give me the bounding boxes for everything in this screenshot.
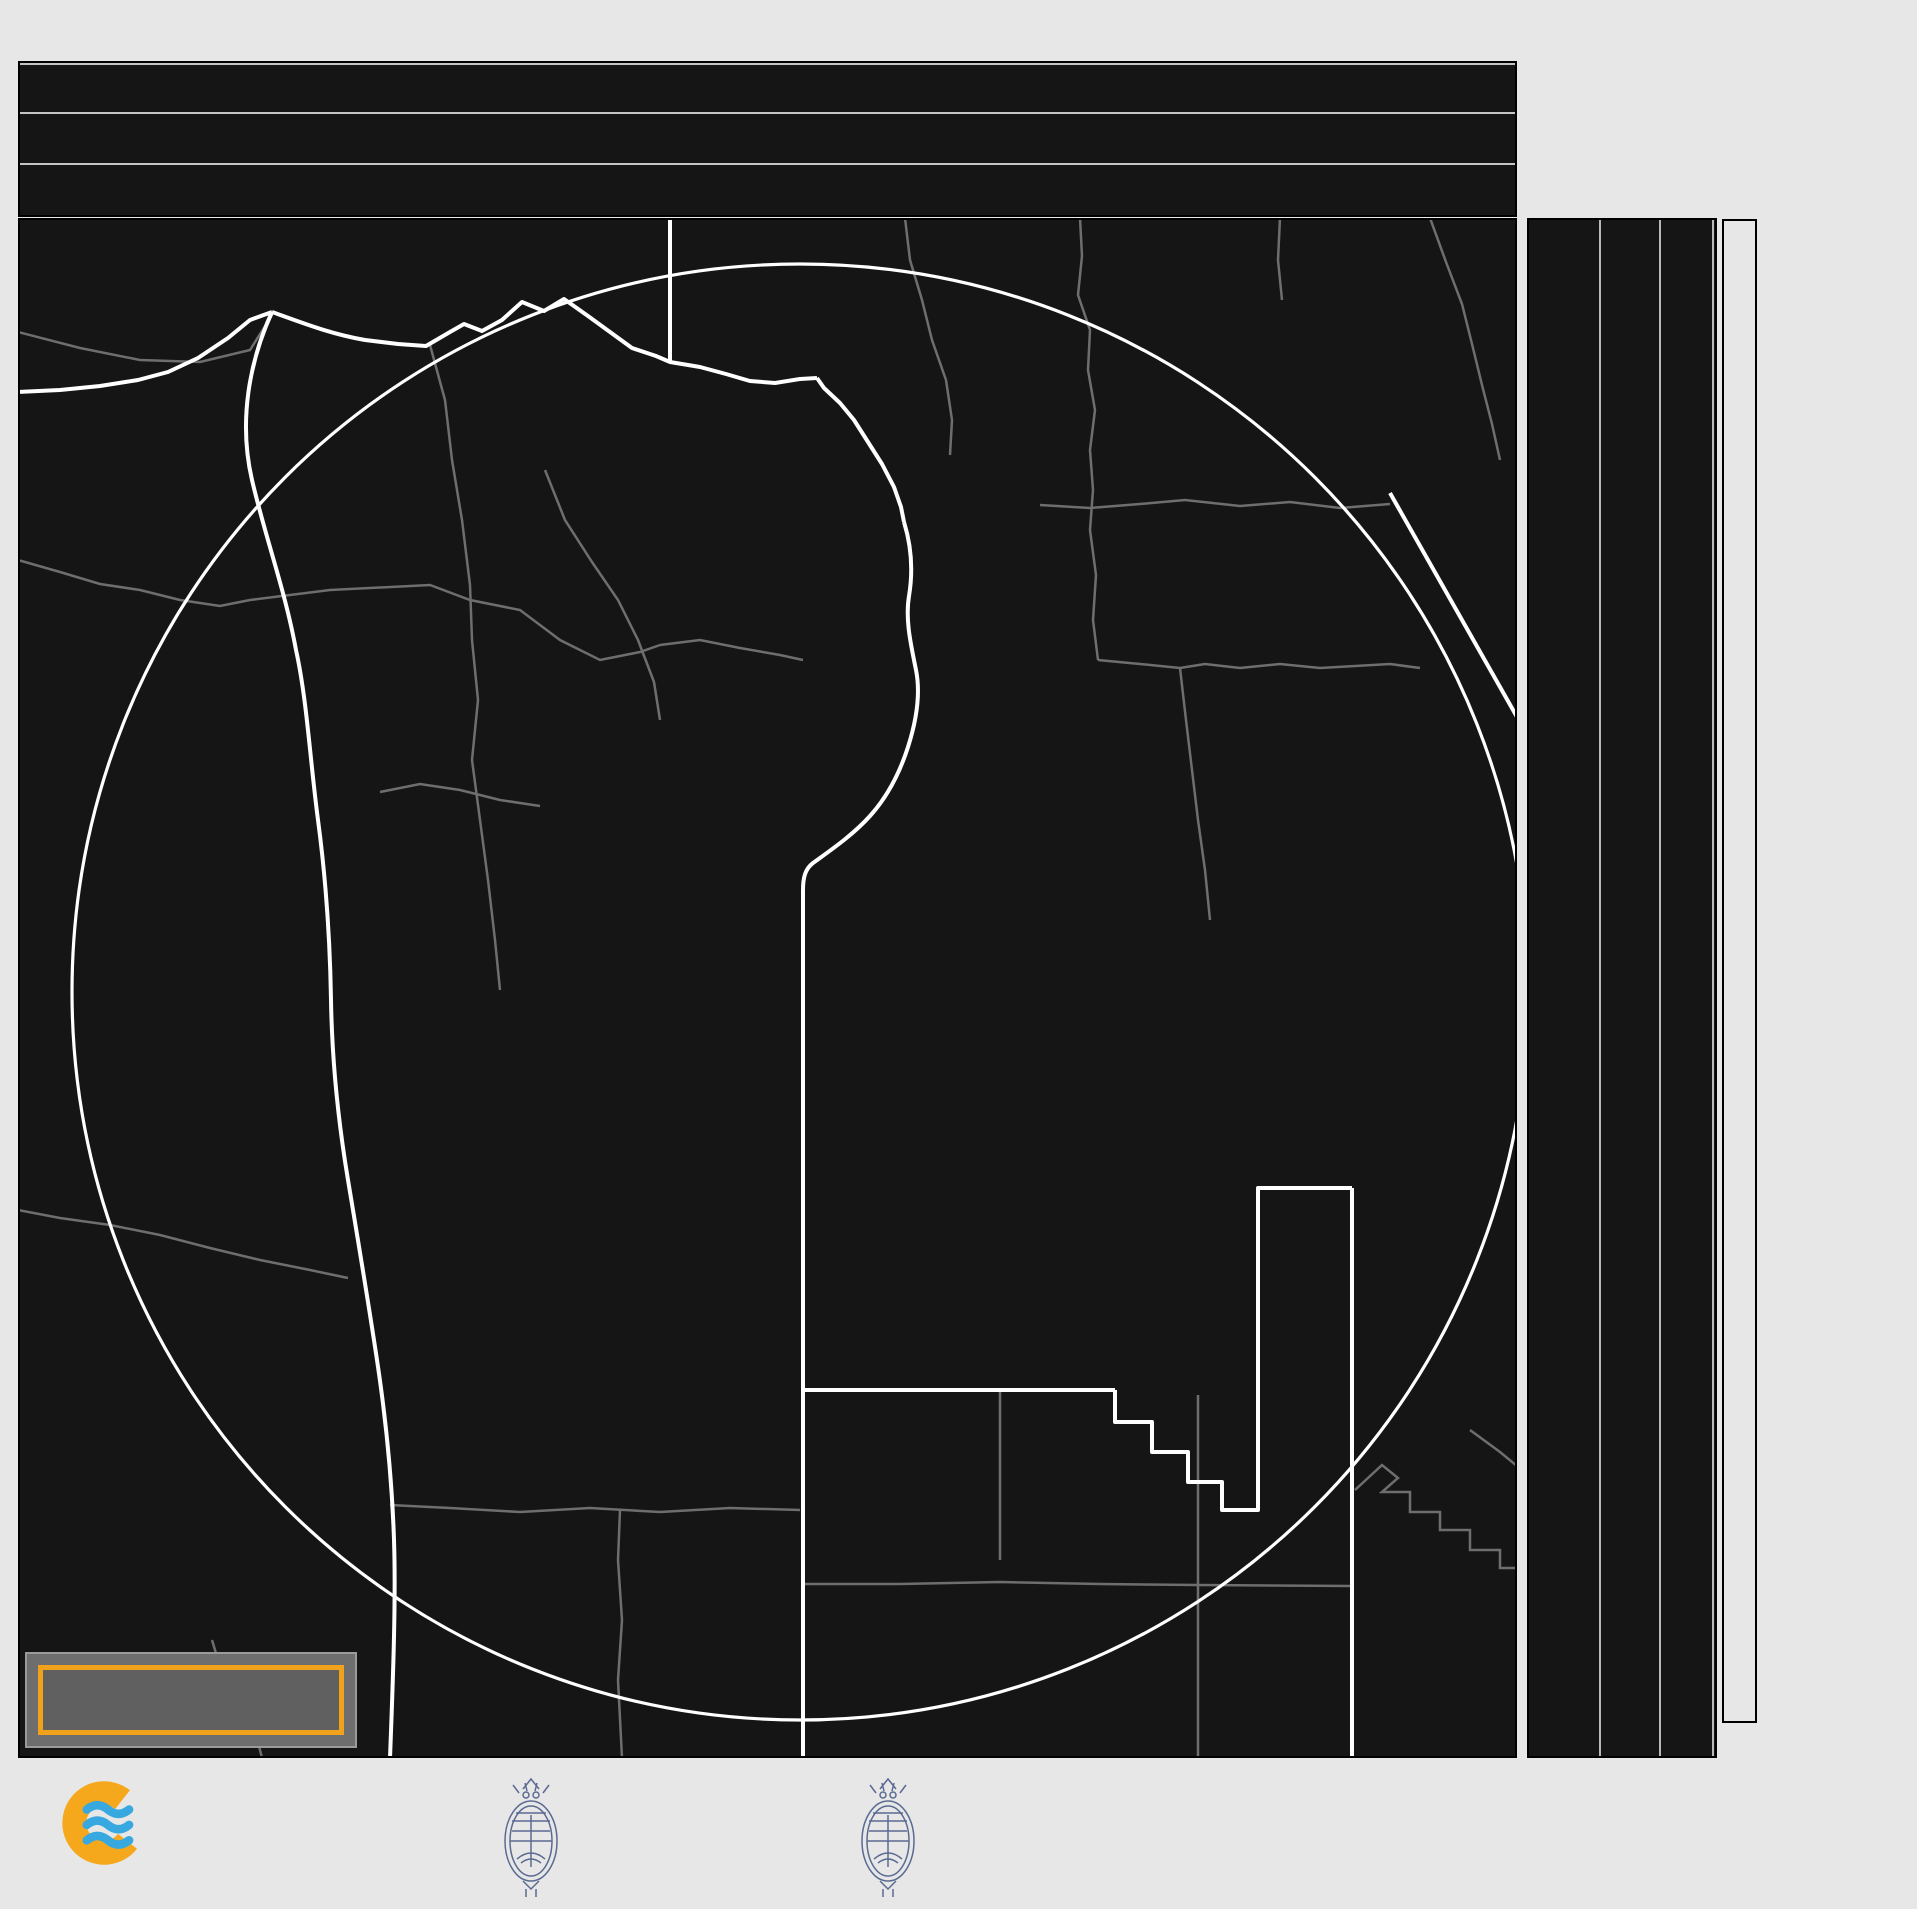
right-cross-section-echoes	[1529, 220, 1715, 1756]
top-panel-gridlines	[20, 63, 1515, 165]
radar-range-circle	[70, 262, 1515, 1722]
avisos-warning-box[interactable]	[25, 1652, 357, 1748]
smn-logo-group	[58, 1775, 154, 1875]
radar-map	[18, 218, 1517, 1758]
right-panel-gridlines	[1599, 220, 1714, 1756]
argentina-coat-of-arms	[861, 1777, 915, 1897]
footer	[0, 1765, 1917, 1909]
right-cross-section-panel	[1527, 218, 1717, 1758]
radar-map-echoes	[20, 220, 1515, 1756]
smn-logo-icon	[62, 1781, 146, 1865]
top-cross-section-panel	[18, 61, 1517, 217]
department-borders	[20, 220, 1515, 1756]
avisos-warning-text	[38, 1665, 344, 1735]
dbz-colorbar	[1722, 219, 1757, 1723]
map-borders-overlay	[20, 220, 1515, 1756]
coat-of-arms-economia-icon	[850, 1775, 926, 1907]
coat-of-arms-defensa-icon	[493, 1775, 569, 1907]
province-borders	[20, 220, 1515, 1756]
top-cross-section-echoes	[20, 63, 1515, 215]
argentina-coat-of-arms	[504, 1777, 558, 1897]
